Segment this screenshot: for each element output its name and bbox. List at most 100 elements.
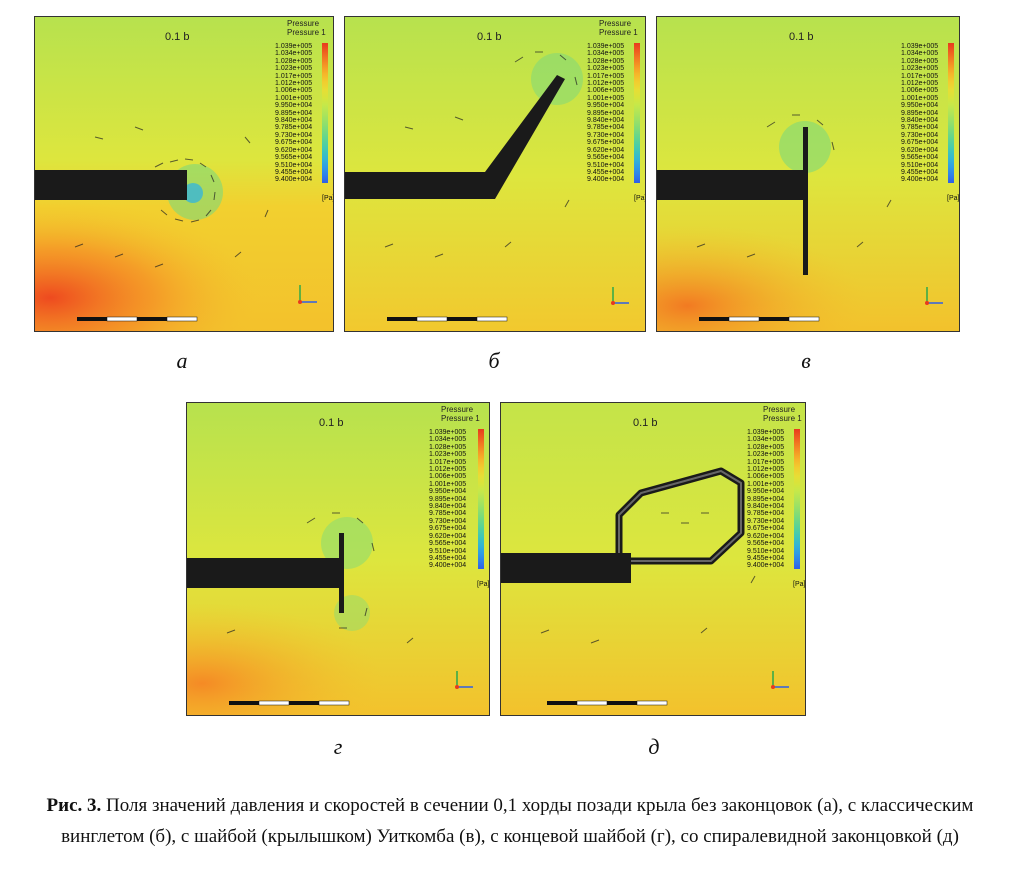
legend-value: 9.840e+004 bbox=[587, 117, 625, 125]
legend-value: 1.023e+005 bbox=[275, 65, 313, 73]
pressure-field-v bbox=[657, 17, 959, 331]
figure-caption: Рис. 3. Поля значений давления и скорост… bbox=[20, 790, 1000, 852]
section-label: 0.1 b bbox=[165, 31, 190, 43]
legend-value: 9.620e+004 bbox=[275, 146, 313, 154]
legend-value: 9.565e+004 bbox=[747, 540, 785, 548]
section-label: 0.1 b bbox=[789, 31, 814, 43]
legend-value: 1.034e+005 bbox=[901, 50, 939, 58]
legend-value: 1.028e+005 bbox=[587, 57, 625, 65]
panel-a: 0.1 b Pressure Pressure 1 1.039e+005 1.034… bbox=[34, 16, 334, 332]
legend-value: 9.510e+004 bbox=[587, 161, 625, 169]
legend-value: 1.034e+005 bbox=[429, 436, 467, 444]
legend-value: 9.950e+004 bbox=[587, 102, 625, 110]
panel-v: 0.1 b 1.039e+005 1.034e+005 1.028e+005 1.02… bbox=[656, 16, 960, 332]
legend-value: 9.950e+004 bbox=[275, 102, 313, 110]
legend-value: 1.006e+005 bbox=[747, 473, 785, 481]
panel-label-d: д bbox=[648, 734, 660, 759]
colorbar bbox=[948, 43, 954, 183]
legend-value: 9.840e+004 bbox=[275, 117, 313, 125]
colorbar bbox=[794, 429, 800, 569]
legend-value: 1.012e+005 bbox=[747, 466, 785, 474]
legend-title: Pressure Pressure 1 bbox=[441, 405, 480, 423]
panel-label-a: а bbox=[176, 348, 188, 373]
legend-value: 9.565e+004 bbox=[429, 540, 467, 548]
legend-value: 9.840e+004 bbox=[429, 503, 467, 511]
colorbar bbox=[634, 43, 640, 183]
legend-value: 1.006e+005 bbox=[429, 473, 467, 481]
pressure-field-a bbox=[35, 17, 333, 331]
legend-value: 9.785e+004 bbox=[747, 510, 785, 518]
legend-value: 9.400e+004 bbox=[587, 176, 625, 184]
legend-value: 9.840e+004 bbox=[747, 503, 785, 511]
legend-title-line1: Pressure bbox=[599, 19, 632, 28]
legend-value: 1.034e+005 bbox=[587, 50, 625, 58]
axis-triad-icon bbox=[298, 285, 317, 304]
legend-values: 1.039e+005 1.034e+005 1.028e+005 1.023e+005… bbox=[275, 43, 312, 184]
legend-value: 9.730e+004 bbox=[429, 517, 467, 525]
section-label: 0.1 b bbox=[319, 417, 344, 429]
colorbar bbox=[322, 43, 328, 183]
legend-value: 9.510e+004 bbox=[429, 547, 467, 555]
legend-value: 9.565e+004 bbox=[901, 154, 939, 162]
legend-value: 1.034e+005 bbox=[275, 50, 313, 58]
legend-value: 9.675e+004 bbox=[587, 139, 625, 147]
legend-value: 1.028e+005 bbox=[429, 443, 467, 451]
legend-title: Pressure Pressure 1 bbox=[287, 19, 326, 37]
legend-value: 1.039e+005 bbox=[901, 43, 939, 50]
legend-value: 9.675e+004 bbox=[747, 525, 785, 533]
panel-label-g: г bbox=[333, 734, 343, 759]
legend-value: 9.620e+004 bbox=[747, 532, 785, 540]
legend-value: 1.023e+005 bbox=[429, 451, 467, 459]
legend-unit: [Pa] bbox=[634, 195, 646, 202]
legend-value: 1.023e+005 bbox=[587, 65, 625, 73]
legend-value: 9.785e+004 bbox=[587, 124, 625, 132]
legend-value: 1.012e+005 bbox=[275, 80, 313, 88]
legend-value: 9.620e+004 bbox=[901, 146, 939, 154]
legend-value: 9.455e+004 bbox=[429, 554, 467, 562]
legend-value: 1.006e+005 bbox=[275, 87, 313, 95]
legend-value: 1.017e+005 bbox=[275, 72, 313, 80]
legend-value: 9.455e+004 bbox=[747, 554, 785, 562]
legend-value: 1.001e+005 bbox=[747, 480, 785, 488]
legend-value: 1.006e+005 bbox=[587, 87, 625, 95]
panel-b: 0.1 b Pressure Pressure 1 1.039e+005 1.034… bbox=[344, 16, 646, 332]
legend-value: 1.039e+005 bbox=[429, 429, 467, 436]
legend-value: 9.895e+004 bbox=[747, 495, 785, 503]
caption-text: Поля значений давления и скоростей в сеч… bbox=[61, 795, 974, 847]
legend-value: 9.455e+004 bbox=[275, 168, 313, 176]
legend-unit: [Pa] bbox=[322, 195, 334, 202]
legend-values: 1.039e+005 1.034e+005 1.028e+005 1.023e+005… bbox=[587, 43, 624, 184]
legend-value: 9.895e+004 bbox=[429, 495, 467, 503]
legend-title-line2: Pressure 1 bbox=[287, 28, 326, 37]
legend-value: 1.006e+005 bbox=[901, 87, 939, 95]
pressure-field-g bbox=[187, 403, 489, 715]
legend-value: 1.034e+005 bbox=[747, 436, 785, 444]
pressure-field-d bbox=[501, 403, 805, 715]
section-label: 0.1 b bbox=[477, 31, 502, 43]
legend-value: 1.001e+005 bbox=[429, 480, 467, 488]
colorbar bbox=[478, 429, 484, 569]
legend-value: 1.017e+005 bbox=[901, 72, 939, 80]
legend-value: 1.012e+005 bbox=[901, 80, 939, 88]
legend-title-line1: Pressure bbox=[763, 405, 796, 414]
legend-value: 9.455e+004 bbox=[587, 168, 625, 176]
scale-bar bbox=[77, 316, 198, 322]
legend-value: 9.400e+004 bbox=[429, 562, 467, 570]
legend-value: 9.840e+004 bbox=[901, 117, 939, 125]
legend-value: 1.001e+005 bbox=[275, 94, 313, 102]
legend-value: 9.730e+004 bbox=[275, 131, 313, 139]
legend-value: 9.785e+004 bbox=[429, 510, 467, 518]
legend-value: 9.675e+004 bbox=[275, 139, 313, 147]
legend-title-line1: Pressure bbox=[441, 405, 474, 414]
legend-value: 9.620e+004 bbox=[587, 146, 625, 154]
legend-value: 1.039e+005 bbox=[275, 43, 313, 50]
legend-value: 1.017e+005 bbox=[587, 72, 625, 80]
section-label: 0.1 b bbox=[633, 417, 658, 429]
legend-value: 9.895e+004 bbox=[901, 109, 939, 117]
legend-value: 9.730e+004 bbox=[901, 131, 939, 139]
legend-unit: [Pa] bbox=[477, 581, 490, 588]
legend-values: 1.039e+005 1.034e+005 1.028e+005 1.023e+005… bbox=[429, 429, 466, 570]
pressure-field-b bbox=[345, 17, 645, 331]
legend-title-line1: Pressure bbox=[287, 19, 320, 28]
panel-g: 0.1 b Pressure Pressure 1 1.039e+005 1.034… bbox=[186, 402, 490, 716]
